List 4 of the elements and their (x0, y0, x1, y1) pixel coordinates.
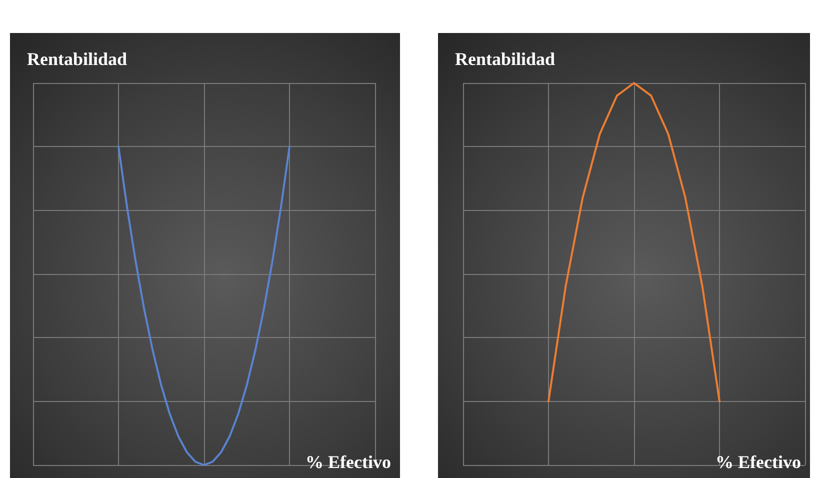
x-axis-title: % Efectivo (716, 452, 802, 472)
y-axis-title: Rentabilidad (455, 49, 556, 69)
y-axis-title: Rentabilidad (27, 49, 128, 69)
x-axis-title: % Efectivo (306, 452, 392, 472)
